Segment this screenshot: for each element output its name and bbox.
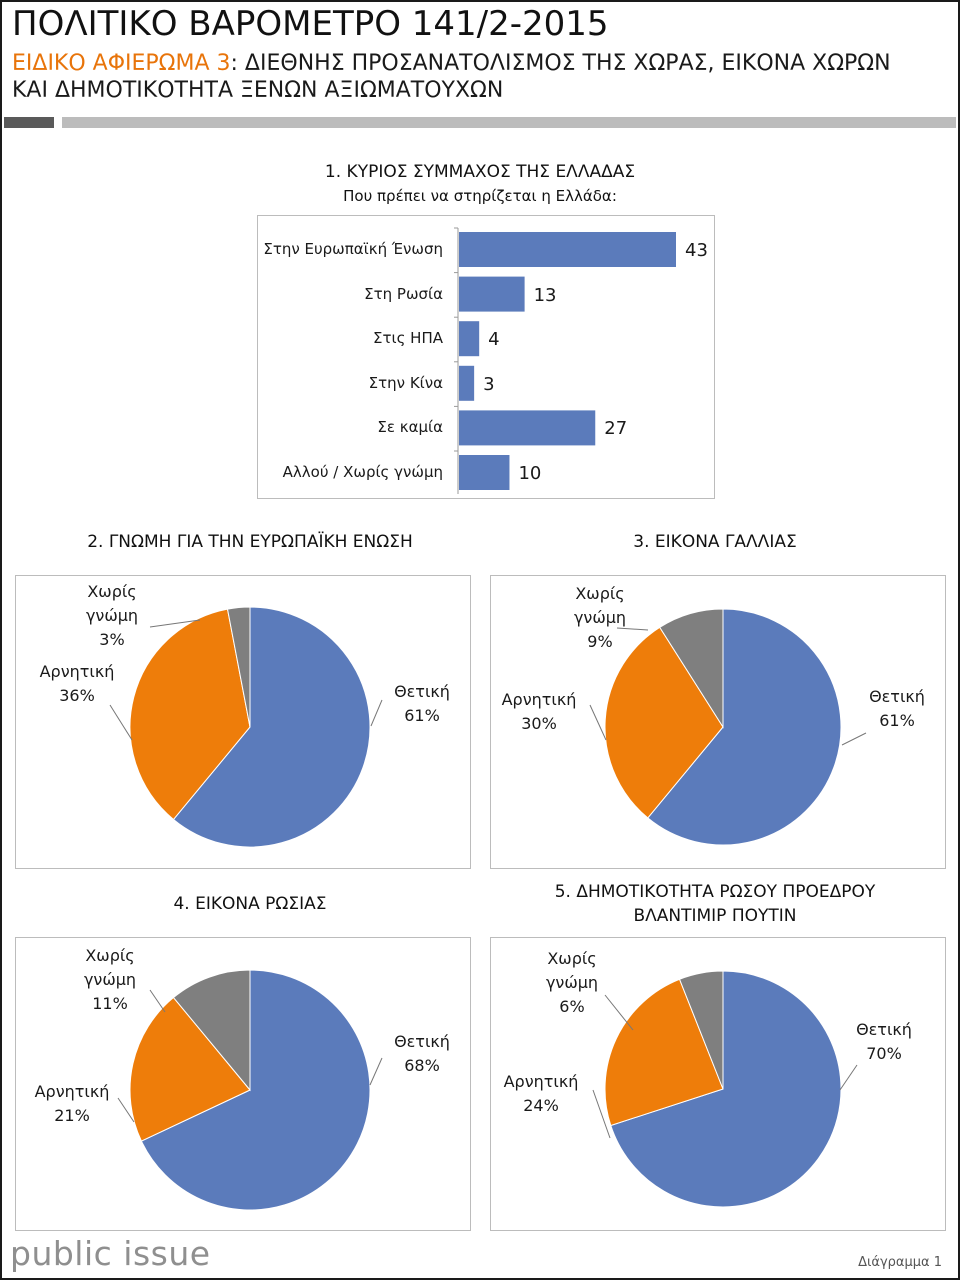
pie-slice-name: Θετική: [394, 682, 450, 701]
bar-value-label: 3: [483, 373, 495, 395]
pie-slice-percent: 70%: [866, 1044, 902, 1063]
pie-data-label: Θετική 70%: [844, 1018, 924, 1066]
pie-slice-percent: 9%: [587, 632, 613, 651]
pie-slice-percent: 11%: [92, 994, 128, 1013]
bar-category-label: Αλλού / Χωρίς γνώμη: [282, 463, 443, 481]
brand-logo: public issue: [10, 1234, 211, 1273]
pie-slice-name: Θετική: [856, 1020, 912, 1039]
pie-data-label: Χωρίς γνώμη 9%: [560, 582, 640, 654]
pie-slice-percent: 68%: [404, 1056, 440, 1075]
header-rule-light: [62, 117, 956, 128]
bar-value-label: 4: [488, 329, 500, 351]
pie-slice-name: Χωρίς γνώμη: [545, 949, 599, 992]
bar-value-label: 27: [604, 418, 628, 440]
pie-slice-percent: 6%: [559, 997, 585, 1016]
subtitle-rest: : ΔΙΕΘΝΗΣ ΠΡΟΣΑΝΑΤΟΛΙΣΜΟΣ ΤΗΣ ΧΩΡΑΣ, ΕΙΚ…: [12, 51, 891, 103]
pie-data-label: Αρνητική 21%: [24, 1080, 120, 1128]
page-subtitle: ΕΙΔΙΚΟ ΑΦΙΕΡΩΜΑ 3: ΔΙΕΘΝΗΣ ΠΡΟΣΑΝΑΤΟΛΙΣΜ…: [12, 50, 932, 104]
pie-slice-percent: 3%: [99, 630, 125, 649]
pie-data-label: Αρνητική 36%: [32, 660, 122, 708]
pie-slice-name: Χωρίς γνώμη: [573, 584, 627, 627]
diagram-number: Διάγραμμα 1: [858, 1255, 942, 1270]
chart5-title: 5. ΔΗΜΟΤΙΚΟΤΗΤΑ ΡΩΣΟΥ ΠΡΟΕΔΡΟΥ ΒΛΑΝΤΙΜΙΡ…: [554, 882, 876, 926]
bar-category-label: Στην Ευρωπαϊκή Ένωση: [263, 240, 443, 258]
pie-data-label: Αρνητική 24%: [496, 1070, 586, 1118]
chart4-title: 4. ΕΙΚΟΝΑ ΡΩΣΙΑΣ: [173, 894, 327, 914]
bar-category-label: Στην Κίνα: [368, 373, 443, 392]
pie-slice-name: Χωρίς γνώμη: [85, 582, 139, 625]
chart1-subtitle: Που πρέπει να στηρίζεται η Ελλάδα:: [343, 187, 617, 205]
pie-slice-percent: 36%: [59, 686, 95, 705]
bar-value-label: 43: [685, 240, 708, 261]
bar-value-label: 13: [533, 284, 557, 306]
subtitle-accent: ΕΙΔΙΚΟ ΑΦΙΕΡΩΜΑ 3: [12, 51, 231, 76]
pie-slice-percent: 61%: [404, 706, 440, 725]
pie-data-label: Θετική 61%: [857, 685, 937, 733]
pie-slice-name: Αρνητική: [503, 1072, 579, 1091]
chart1-title-text: 1. ΚΥΡΙΟΣ ΣΥΜΜΑΧΟΣ ΤΗΣ ΕΛΛΑΔΑΣ: [324, 162, 636, 182]
pie-slice-name: Θετική: [869, 687, 925, 706]
pie-slice-name: Αρνητική: [501, 690, 577, 709]
pie-slice-name: Αρνητική: [34, 1082, 110, 1101]
pie-slice-percent: 21%: [54, 1106, 90, 1125]
pie-slice-percent: 30%: [521, 714, 557, 733]
pie-slice-name: Αρνητική: [39, 662, 115, 681]
pie-data-label: Αρνητική 30%: [496, 688, 582, 736]
chart1-title: 1. ΚΥΡΙΟΣ ΣΥΜΜΑΧΟΣ ΤΗΣ ΕΛΛΑΔΑΣ Που πρέπε…: [230, 160, 730, 208]
pie-data-label: Χωρίς γνώμη 6%: [532, 947, 612, 1019]
bar-category-label: Στη Ρωσία: [364, 284, 443, 303]
pie-slice-name: Χωρίς γνώμη: [83, 946, 137, 989]
chart2-title: 2. ΓΝΩΜΗ ΓΙΑ ΤΗΝ ΕΥΡΩΠΑΪΚΗ ΕΝΩΣΗ: [87, 532, 413, 552]
bar-value-label: 10: [518, 463, 542, 484]
header-rule-dark: [4, 117, 54, 128]
pie-data-label: Θετική 61%: [382, 680, 462, 728]
pie-slice-percent: 24%: [523, 1096, 559, 1115]
pie-slice-name: Θετική: [394, 1032, 450, 1051]
bar-category-label: Σε καμία: [377, 418, 443, 437]
pie-data-label: Χωρίς γνώμη 3%: [72, 580, 152, 652]
bar-category-label: Στις ΗΠΑ: [373, 329, 443, 348]
chart3-title: 3. ΕΙΚΟΝΑ ΓΑΛΛΙΑΣ: [633, 532, 797, 552]
pie-slice-percent: 61%: [879, 711, 915, 730]
page-title: ΠΟΛΙΤΙΚΟ ΒΑΡΟΜΕΤΡΟ 141/2-2015: [12, 4, 609, 44]
pie-data-label: Θετική 68%: [382, 1030, 462, 1078]
pie-data-label: Χωρίς γνώμη 11%: [70, 944, 150, 1016]
